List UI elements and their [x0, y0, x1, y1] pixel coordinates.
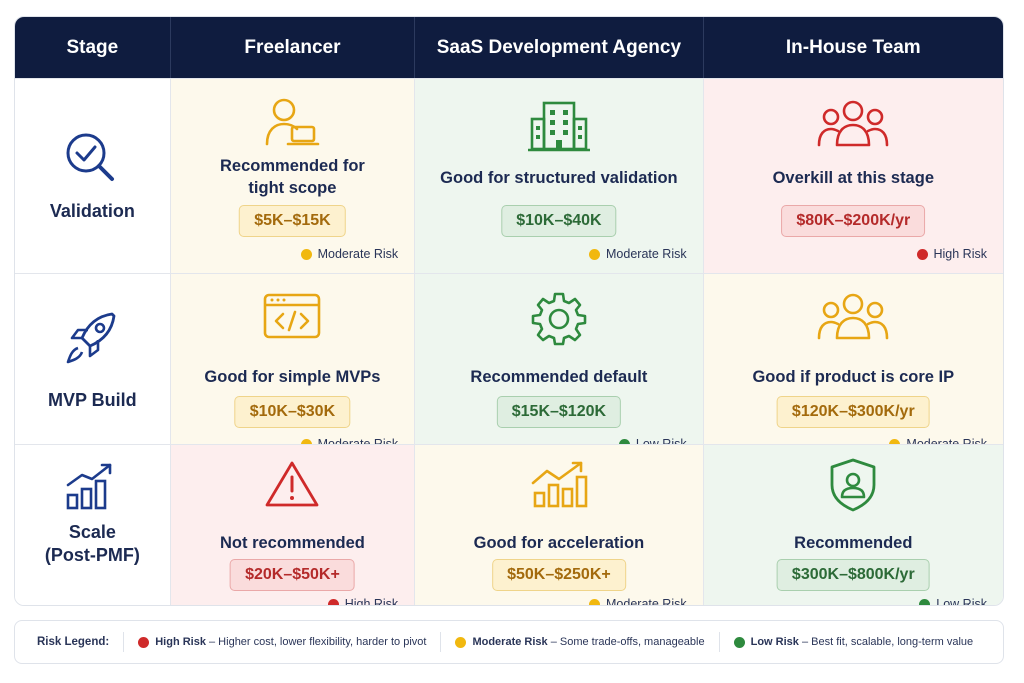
rocket-icon: [15, 310, 170, 366]
risk-label: High Risk: [344, 597, 399, 606]
legend-low-desc: – Best fit, scalable, long-term value: [798, 636, 974, 648]
risk-indicator: Low Risk: [919, 597, 987, 606]
verdict: Good if product is core IP: [752, 368, 955, 386]
verdict: Good for structured validation: [440, 169, 678, 187]
risk-label: Moderate Risk: [317, 247, 399, 261]
gear-icon: [415, 290, 702, 346]
price-badge: $120K–$300K/yr: [776, 396, 930, 428]
person-laptop-icon: [171, 97, 415, 149]
price-badge: $50K–$250K+: [492, 559, 626, 591]
risk-legend: Risk Legend: High Risk – Higher cost, lo…: [14, 620, 1004, 664]
risk-label: Low Risk: [936, 597, 987, 606]
risk-dot: [916, 248, 928, 260]
legend-title: Risk Legend:: [15, 632, 125, 652]
row-mvp-build: MVP Build Good for simple MVPs $10K–$30K…: [15, 273, 1003, 451]
legend-high-text: High Risk – Higher cost, lower flexibili…: [155, 636, 426, 648]
price-badge: $300K–$800K/yr: [776, 559, 930, 591]
legend-dot-moderate: [455, 636, 467, 648]
legend-moderate-desc: – Some trade-offs, manageable: [547, 636, 705, 648]
risk-dot: [589, 598, 601, 605]
table-header: Stage Freelancer SaaS Development Agency…: [15, 17, 1003, 78]
row-scale: Scale (Post-PMF) Not recommended $20K–$5…: [15, 444, 1003, 606]
price-badge: $10K–$40K: [501, 205, 617, 237]
growth-chart-icon: [415, 459, 702, 509]
legend-high: High Risk – Higher cost, lower flexibili…: [124, 632, 442, 652]
legend-low: Low Risk – Best fit, scalable, long-term…: [720, 632, 988, 652]
risk-dot: [300, 248, 312, 260]
legend-moderate: Moderate Risk – Some trade-offs, managea…: [441, 632, 720, 652]
verdict-line1: Recommended for: [220, 157, 365, 175]
legend-low-text: Low Risk – Best fit, scalable, long-term…: [751, 636, 974, 648]
cell-mvp-agency: Recommended default $15K–$120K Low Risk: [415, 274, 704, 451]
cell-validation-freelancer: Recommended for tight scope $5K–$15K Mod…: [170, 79, 416, 273]
shield-person-icon: [704, 457, 1003, 513]
stage-label-validation: Validation: [49, 201, 135, 221]
cell-mvp-freelancer: Good for simple MVPs $10K–$30K Moderate …: [170, 274, 416, 451]
comparison-table: Stage Freelancer SaaS Development Agency…: [14, 16, 1004, 606]
price-badge: $5K–$15K: [239, 205, 346, 237]
risk-label: Moderate Risk: [606, 597, 687, 606]
team-group-icon: [704, 292, 1003, 342]
stage-cell-mvp: MVP Build: [15, 274, 171, 444]
price-badge: $10K–$30K: [234, 396, 351, 428]
cell-validation-agency: Good for structured validation $10K–$40K…: [415, 79, 704, 273]
verdict: Overkill at this stage: [772, 169, 934, 187]
price-badge: $15K–$120K: [496, 396, 622, 428]
team-group-icon: [704, 99, 1003, 149]
stage-label-scale-line2: (Post-PMF): [44, 545, 140, 565]
code-window-icon: [171, 292, 415, 340]
header-agency: SaaS Development Agency: [415, 17, 704, 78]
legend-moderate-text: Moderate Risk – Some trade-offs, managea…: [472, 636, 704, 648]
cell-mvp-inhouse: Good if product is core IP $120K–$300K/y…: [703, 274, 1003, 451]
cell-scale-inhouse: Recommended $300K–$800K/yr Low Risk: [703, 445, 1003, 606]
risk-dot: [919, 598, 931, 605]
risk-label: High Risk: [933, 247, 988, 261]
office-building-icon: [415, 99, 702, 153]
stage-cell-scale: Scale (Post-PMF): [15, 445, 171, 605]
legend-high-label: High Risk: [155, 636, 206, 648]
risk-indicator: Moderate Risk: [589, 247, 687, 261]
bar-growth-icon: [15, 461, 170, 511]
stage-cell-validation: Validation: [15, 79, 171, 273]
verdict: Not recommended: [220, 534, 365, 552]
stage-label-mvp: MVP Build: [48, 390, 137, 410]
cell-validation-inhouse: Overkill at this stage $80K–$200K/yr Hig…: [703, 79, 1003, 273]
stage-label-scale-line1: Scale: [68, 522, 116, 542]
verdict: Good for simple MVPs: [204, 368, 381, 386]
verdict: Recommended default: [470, 368, 648, 386]
risk-indicator: Moderate Risk: [589, 597, 687, 606]
legend-dot-high: [138, 636, 150, 648]
header-freelancer: Freelancer: [171, 17, 416, 78]
cell-scale-freelancer: Not recommended $20K–$50K+ High Risk: [170, 445, 416, 606]
verdict: Good for acceleration: [473, 534, 645, 552]
legend-dot-low: [733, 636, 745, 648]
row-validation: Validation Recommended for tight scope $…: [15, 78, 1003, 273]
legend-low-label: Low Risk: [750, 636, 799, 648]
risk-dot: [327, 598, 339, 605]
warning-triangle-icon: [171, 459, 415, 509]
risk-indicator: Moderate Risk: [300, 247, 399, 261]
legend-high-desc: – Higher cost, lower flexibility, harder…: [205, 636, 427, 648]
header-stage: Stage: [15, 17, 171, 78]
risk-indicator: High Risk: [916, 247, 988, 261]
risk-dot: [589, 248, 601, 260]
cell-scale-agency: Good for acceleration $50K–$250K+ Modera…: [415, 445, 704, 606]
legend-moderate-label: Moderate Risk: [472, 636, 548, 648]
header-inhouse: In-House Team: [785, 36, 921, 58]
verdict: Recommended: [794, 534, 913, 552]
magnifier-check-icon: [15, 129, 170, 187]
price-badge: $80K–$200K/yr: [781, 205, 926, 237]
price-badge: $20K–$50K+: [230, 559, 355, 591]
verdict-line2: tight scope: [248, 179, 337, 197]
risk-indicator: High Risk: [327, 597, 399, 606]
risk-label: Moderate Risk: [606, 247, 687, 261]
